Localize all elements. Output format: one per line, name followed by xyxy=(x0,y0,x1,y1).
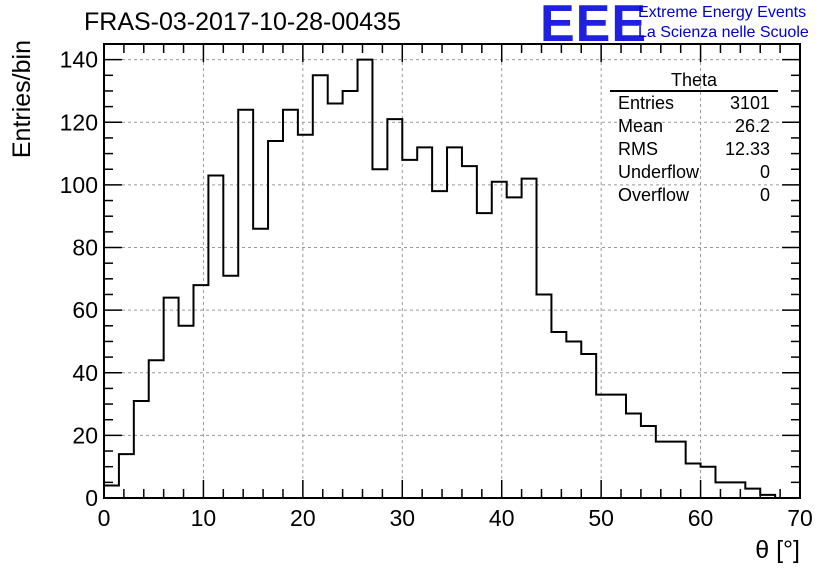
histogram-step-line xyxy=(103,58,800,499)
stats-value: 26.2 xyxy=(734,116,770,136)
x-tick-label: 70 xyxy=(787,505,813,531)
stats-label: Mean xyxy=(618,116,664,136)
stats-box: Theta Entries 3101 Mean 26.2 RMS 12.33 U… xyxy=(610,70,778,207)
logo-line-2: La Scienza nelle Scuole xyxy=(638,24,809,41)
x-tick-label: 10 xyxy=(191,505,217,531)
eee-logo: EEE xyxy=(540,0,648,53)
x-tick-label: 30 xyxy=(389,505,415,531)
stats-row-entries: Entries 3101 xyxy=(610,92,778,115)
y-tick-label: 100 xyxy=(60,172,98,198)
stats-label: Underflow xyxy=(618,162,700,182)
y-tick-label: 60 xyxy=(72,297,98,323)
x-tick-label: 50 xyxy=(588,505,614,531)
y-tick-label: 80 xyxy=(72,235,98,261)
stats-row-overflow: Overflow 0 xyxy=(610,184,778,207)
y-tick-label: 140 xyxy=(60,47,98,73)
stats-value: 12.33 xyxy=(724,139,770,159)
stats-value: 0 xyxy=(759,185,770,205)
y-tick-label: 40 xyxy=(72,360,98,386)
stats-label: RMS xyxy=(618,139,658,159)
run-title: FRAS-03-2017-10-28-00435 xyxy=(84,8,401,36)
stats-row-mean: Mean 26.2 xyxy=(610,115,778,138)
y-tick-label: 120 xyxy=(60,109,98,135)
stats-label: Entries xyxy=(618,93,675,113)
x-tick-label: 20 xyxy=(290,505,316,531)
stats-title: Theta xyxy=(610,70,778,92)
stats-label: Overflow xyxy=(618,185,690,205)
y-tick-label: 20 xyxy=(72,422,98,448)
y-tick-label: 0 xyxy=(85,485,98,511)
logo-line-1: Extreme Energy Events xyxy=(638,4,807,21)
x-tick-label: 0 xyxy=(98,505,111,531)
y-axis-label: Entries/bin xyxy=(8,40,36,158)
axis-tick-labels: 0 10 20 30 40 50 60 70 0 20 40 60 80 100 120 140 xyxy=(60,47,813,531)
plot-frame xyxy=(103,43,801,499)
stats-row-rms: RMS 12.33 xyxy=(610,138,778,161)
stats-value: 0 xyxy=(759,162,770,182)
stats-value: 3101 xyxy=(729,93,770,113)
x-tick-label: 60 xyxy=(688,505,714,531)
x-tick-label: 40 xyxy=(489,505,515,531)
x-axis-label: θ [°] xyxy=(755,536,800,564)
grid-lines xyxy=(104,44,800,498)
stats-row-underflow: Underflow 0 xyxy=(610,161,778,184)
